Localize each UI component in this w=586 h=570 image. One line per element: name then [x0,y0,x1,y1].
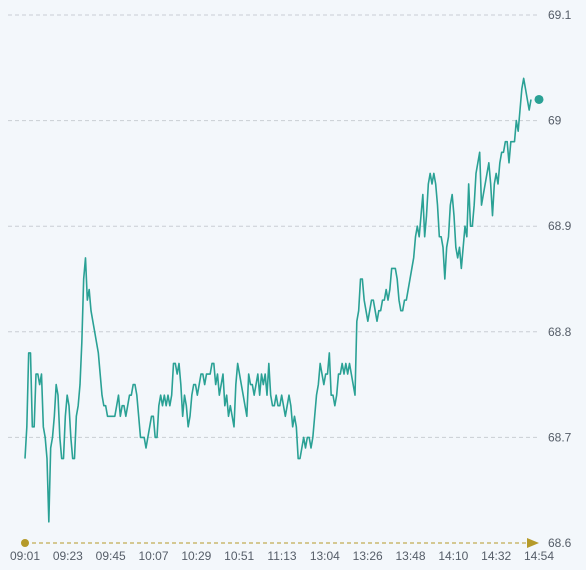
y-tick-label: 68.8 [548,325,572,339]
x-tick-label: 14:10 [438,549,468,563]
x-tick-label: 09:23 [53,549,83,563]
x-tick-label: 09:01 [10,549,40,563]
x-axis-tick-labels: 09:01 09:23 09:45 10:07 10:29 10:51 11:13 13:04… [10,549,554,563]
price-series-line [24,77,532,523]
y-tick-label: 68.9 [548,219,572,233]
y-tick-label: 69 [548,114,562,128]
x-tick-label: 14:32 [481,549,511,563]
x-tick-label: 10:51 [224,549,254,563]
y-tick-label: 68.6 [548,536,572,550]
gridlines [8,14,539,438]
x-tick-label: 09:45 [96,549,126,563]
series-end-point [534,94,544,104]
y-tick-label: 68.7 [548,430,572,444]
y-tick-label: 69.1 [548,8,572,22]
x-tick-label: 10:29 [181,549,211,563]
x-tick-label: 14:54 [524,549,554,563]
x-axis-start-dot [21,539,29,547]
x-tick-label: 10:07 [138,549,168,563]
y-axis-tick-labels: 68.6 68.7 68.8 68.9 69 69.1 [548,8,572,550]
x-axis-arrow-icon [527,538,539,548]
x-tick-label: 11:13 [267,549,296,563]
x-tick-label: 13:48 [395,549,425,563]
x-tick-label: 13:04 [310,549,340,563]
x-tick-label: 13:26 [353,549,383,563]
